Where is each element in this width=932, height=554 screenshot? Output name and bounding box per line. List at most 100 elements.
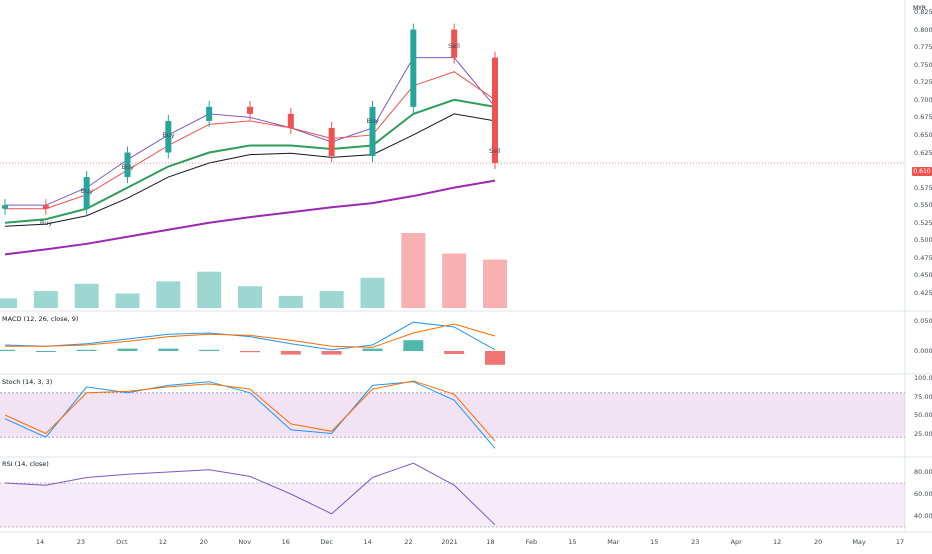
stoch-k-line	[4, 381, 496, 449]
rsi-tick-label: 80.00	[914, 468, 932, 476]
macd-histogram-bar	[403, 340, 424, 351]
signal-annotation: Buy	[366, 116, 379, 125]
signal-annotation: Buy	[80, 187, 94, 196]
macd-tick-label: 0.050	[914, 317, 932, 325]
volume-bar	[401, 233, 426, 308]
stoch-tick-label: 100.00	[914, 374, 932, 382]
macd-histogram-bar	[485, 351, 505, 365]
last-price-tag: 0.610	[912, 167, 932, 176]
time-tick-label: 16	[281, 538, 290, 546]
price-tick-label: 0.625	[914, 148, 932, 157]
time-tick-label: Nov	[238, 538, 252, 546]
price-tick-label: 0.700	[914, 95, 932, 104]
macd-histogram-bar	[0, 349, 15, 351]
time-tick-label: 12	[773, 538, 782, 546]
signal-annotation: Sell	[489, 147, 501, 156]
macd-line	[4, 321, 496, 351]
candle-body	[165, 120, 172, 153]
price-tick-label: 0.525	[914, 218, 932, 227]
price-tick-label: 0.750	[914, 60, 932, 69]
rsi-pane-title: RSI (14, close)	[2, 460, 49, 468]
price-tick-label: 0.575	[914, 183, 932, 192]
time-tick-label: 12	[158, 538, 167, 546]
time-tick-label: 20	[199, 538, 208, 546]
ema-line	[5, 57, 496, 206]
time-tick-label: Oct	[116, 538, 128, 546]
volume-bar	[238, 286, 262, 308]
candle-body	[369, 106, 376, 157]
volume-bar	[0, 298, 17, 308]
ema-line	[5, 71, 496, 210]
time-tick-label: 18	[486, 538, 495, 546]
ema-line	[4, 179, 496, 256]
macd-histogram-bar	[240, 351, 260, 353]
signal-line	[5, 323, 496, 348]
price-tick-label: 0.550	[914, 201, 932, 210]
price-tick-label: 0.725	[914, 78, 932, 87]
candle-body	[328, 127, 335, 157]
time-tick-label: May	[852, 538, 866, 546]
stoch-d-line	[4, 380, 496, 442]
time-tick-label: 14	[35, 538, 45, 546]
candle-body	[451, 29, 458, 58]
time-tick-label: 2021	[441, 538, 458, 546]
signal-annotation: Sell	[448, 41, 460, 50]
price-tick-label: 0.500	[914, 236, 932, 245]
volume-bar	[115, 293, 140, 308]
price-tick-label: 0.650	[914, 130, 932, 139]
macd-pane-title: MACD (12, 26, close, 9)	[2, 315, 79, 323]
signal-annotation: Buy	[121, 162, 134, 171]
price-tick-label: 0.775	[914, 43, 932, 52]
macd-histogram-bar	[362, 348, 383, 351]
candle-body	[492, 57, 498, 164]
time-tick-label: Apr	[730, 538, 742, 546]
volume-bar	[442, 253, 467, 308]
volume-bar	[483, 259, 507, 308]
time-tick-label: 14	[363, 538, 372, 546]
candle-body	[2, 205, 8, 209]
candle-body	[247, 106, 253, 114]
candle-body	[206, 106, 213, 121]
time-tick-label: Dec	[320, 538, 333, 546]
volume-bar	[156, 281, 181, 308]
volume-bar	[74, 283, 99, 308]
macd-histogram-bar	[76, 349, 97, 351]
stoch-tick-label: 25.00	[914, 429, 932, 438]
candle-body	[410, 29, 417, 107]
rsi-line	[4, 462, 496, 526]
signal-annotation: Buy	[39, 218, 53, 227]
macd-tick-label: 0.000	[914, 347, 932, 355]
stoch-pane-title: Stoch (14, 3, 3)	[2, 378, 53, 386]
macd-histogram-bar	[280, 351, 301, 355]
macd-histogram-bar	[321, 351, 342, 355]
time-tick-label: Mar	[607, 538, 620, 546]
stoch-band	[0, 392, 905, 438]
stoch-tick-label: 50.00	[914, 411, 932, 419]
price-tick-label: 0.675	[914, 113, 932, 122]
ema-line	[4, 113, 496, 227]
volume-bar	[33, 291, 58, 308]
time-tick-label: Feb	[525, 538, 538, 546]
candle-body	[42, 205, 49, 209]
time-tick-label: 15	[568, 538, 577, 546]
candle-body	[124, 152, 131, 178]
price-tick-label: 0.425	[914, 288, 932, 297]
rsi-tick-label: 60.00	[914, 490, 932, 498]
signal-annotation: Buy	[162, 130, 175, 139]
candle-body	[287, 113, 294, 128]
candle-body	[83, 177, 90, 209]
macd-histogram-bar	[35, 351, 56, 352]
volume-bar	[278, 295, 303, 308]
macd-histogram-bar	[444, 351, 465, 354]
price-tick-label: 0.800	[914, 25, 932, 34]
stoch-tick-label: 75.00	[914, 392, 932, 401]
rsi-band	[0, 483, 905, 527]
volume-bar	[197, 271, 222, 308]
time-tick-label: 23	[76, 538, 86, 546]
time-tick-label: 20	[813, 538, 823, 546]
macd-histogram-bar	[199, 349, 220, 351]
price-tick-label: 0.450	[914, 271, 932, 280]
time-tick-label: 17	[895, 538, 905, 546]
